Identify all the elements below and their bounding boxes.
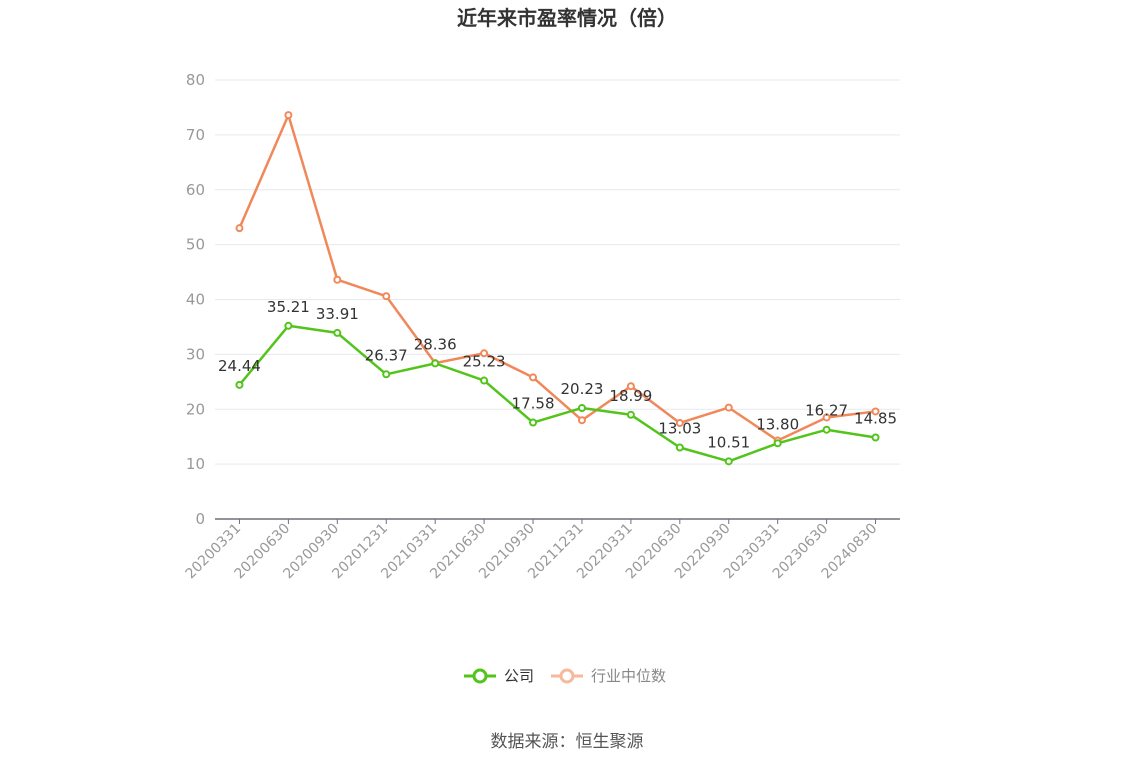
point-company bbox=[724, 457, 733, 466]
point-company bbox=[675, 443, 684, 452]
point-company bbox=[382, 370, 391, 379]
point-company bbox=[284, 321, 293, 330]
line-industry-median bbox=[238, 113, 876, 442]
point-company bbox=[431, 359, 440, 368]
point-company bbox=[529, 418, 538, 427]
point-company bbox=[235, 380, 244, 389]
legend-marker-company bbox=[472, 668, 488, 684]
point-industry-median bbox=[284, 111, 293, 120]
legend-item-company[interactable]: 公司 bbox=[464, 667, 534, 685]
legend[interactable]: 公司 行业中位数 bbox=[464, 667, 666, 685]
data-label-company: 20.23 bbox=[560, 380, 603, 398]
point-industry-median bbox=[333, 275, 342, 284]
series-layer bbox=[235, 111, 880, 466]
legend-label-company: 公司 bbox=[504, 667, 534, 685]
line-company bbox=[238, 324, 876, 463]
data-label-company: 13.03 bbox=[658, 419, 701, 437]
series-company bbox=[235, 321, 880, 466]
point-industry-median bbox=[724, 403, 733, 412]
point-industry-median bbox=[529, 373, 538, 382]
data-label-company: 14.85 bbox=[854, 410, 897, 428]
series-industry-median bbox=[235, 111, 880, 445]
y-tick-label: 0 bbox=[195, 510, 205, 528]
point-industry-median bbox=[480, 349, 489, 358]
point-company bbox=[626, 410, 635, 419]
data-labels: 24.44 35.21 33.91 26.37 28.36 25.23 17.58 20.23… bbox=[218, 298, 897, 452]
y-tick-label: 60 bbox=[186, 181, 205, 199]
data-label-company: 13.80 bbox=[756, 415, 799, 433]
point-company bbox=[480, 376, 489, 385]
point-industry-median bbox=[235, 224, 244, 233]
point-company bbox=[822, 425, 831, 434]
y-tick-label: 50 bbox=[186, 236, 205, 254]
data-label-company: 33.91 bbox=[316, 305, 359, 323]
data-label-company: 16.27 bbox=[805, 402, 848, 420]
point-industry-median bbox=[626, 382, 635, 391]
x-axis: 2020033120200630202009302020123120210331… bbox=[183, 518, 900, 582]
data-label-company: 18.99 bbox=[609, 387, 652, 405]
data-label-company: 25.23 bbox=[463, 353, 506, 371]
y-axis: 0 10 20 30 40 50 60 70 80 bbox=[186, 71, 205, 528]
y-tick-label: 70 bbox=[186, 126, 205, 144]
y-tick-label: 20 bbox=[186, 400, 205, 418]
source-text: 数据来源：恒生聚源 bbox=[491, 732, 644, 752]
legend-marker-industry bbox=[559, 668, 575, 684]
data-label-company: 35.21 bbox=[267, 298, 310, 316]
y-tick-label: 80 bbox=[186, 71, 205, 89]
y-tick-label: 10 bbox=[186, 455, 205, 473]
point-industry-median bbox=[822, 413, 831, 422]
data-label-company: 17.58 bbox=[512, 395, 555, 413]
grid bbox=[215, 79, 900, 465]
y-tick-label: 30 bbox=[186, 345, 205, 363]
point-industry-median bbox=[577, 416, 586, 425]
point-company bbox=[773, 439, 782, 448]
data-label-company: 26.37 bbox=[365, 346, 408, 364]
data-label-company: 10.51 bbox=[707, 433, 750, 451]
data-label-company: 24.44 bbox=[218, 357, 261, 375]
point-industry-median bbox=[382, 292, 391, 301]
point-company bbox=[577, 403, 586, 412]
chart-title: 近年来市盈率情况（倍） bbox=[457, 6, 677, 30]
data-label-company: 28.36 bbox=[414, 335, 457, 353]
legend-item-industry[interactable]: 行业中位数 bbox=[551, 667, 666, 685]
point-company bbox=[333, 328, 342, 337]
point-company bbox=[871, 433, 880, 442]
legend-label-industry: 行业中位数 bbox=[591, 667, 666, 685]
point-industry-median bbox=[871, 407, 880, 416]
y-tick-label: 40 bbox=[186, 291, 205, 309]
point-industry-median bbox=[675, 418, 684, 427]
